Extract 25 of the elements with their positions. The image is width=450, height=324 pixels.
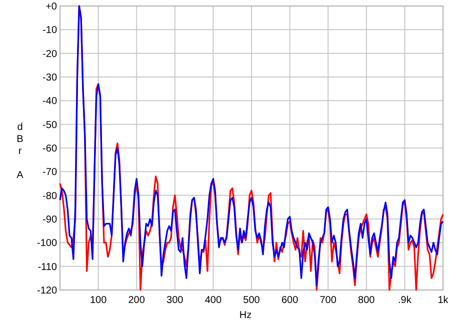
x-tick-label: 800 xyxy=(358,295,376,306)
x-tick-label: 100 xyxy=(90,295,108,306)
y-tick-label: -10 xyxy=(42,25,58,36)
y-tick-label: -110 xyxy=(38,262,58,273)
x-tick-label: .9k xyxy=(398,295,412,306)
x-tick-label: 300 xyxy=(166,295,184,306)
x-axis-title: Hz xyxy=(239,310,252,321)
y-tick-label: -100 xyxy=(36,238,58,250)
y-tick-label: -70 xyxy=(42,167,58,178)
x-tick-label: 1k xyxy=(438,295,450,306)
x-tick-label: 200 xyxy=(128,295,146,306)
y-tick-label: -120 xyxy=(36,286,58,296)
y-tick-label: -50 xyxy=(42,120,58,131)
y-tick-label: -80 xyxy=(42,190,58,202)
text: dBr A xyxy=(16,122,24,181)
x-tick-label: 700 xyxy=(320,295,337,306)
x-tick-label: 600 xyxy=(281,295,299,306)
y-tick-label: -90 xyxy=(42,214,58,226)
y-tick-label: -30 xyxy=(42,72,58,84)
y-tick-label: -20 xyxy=(42,48,58,60)
y-tick-label: +0 xyxy=(46,2,58,12)
y-tick-label: -60 xyxy=(42,144,58,154)
y-tick-label: -40 xyxy=(42,96,58,108)
x-tick-label: 400 xyxy=(204,295,222,306)
x-tick-label: 500 xyxy=(243,295,260,306)
